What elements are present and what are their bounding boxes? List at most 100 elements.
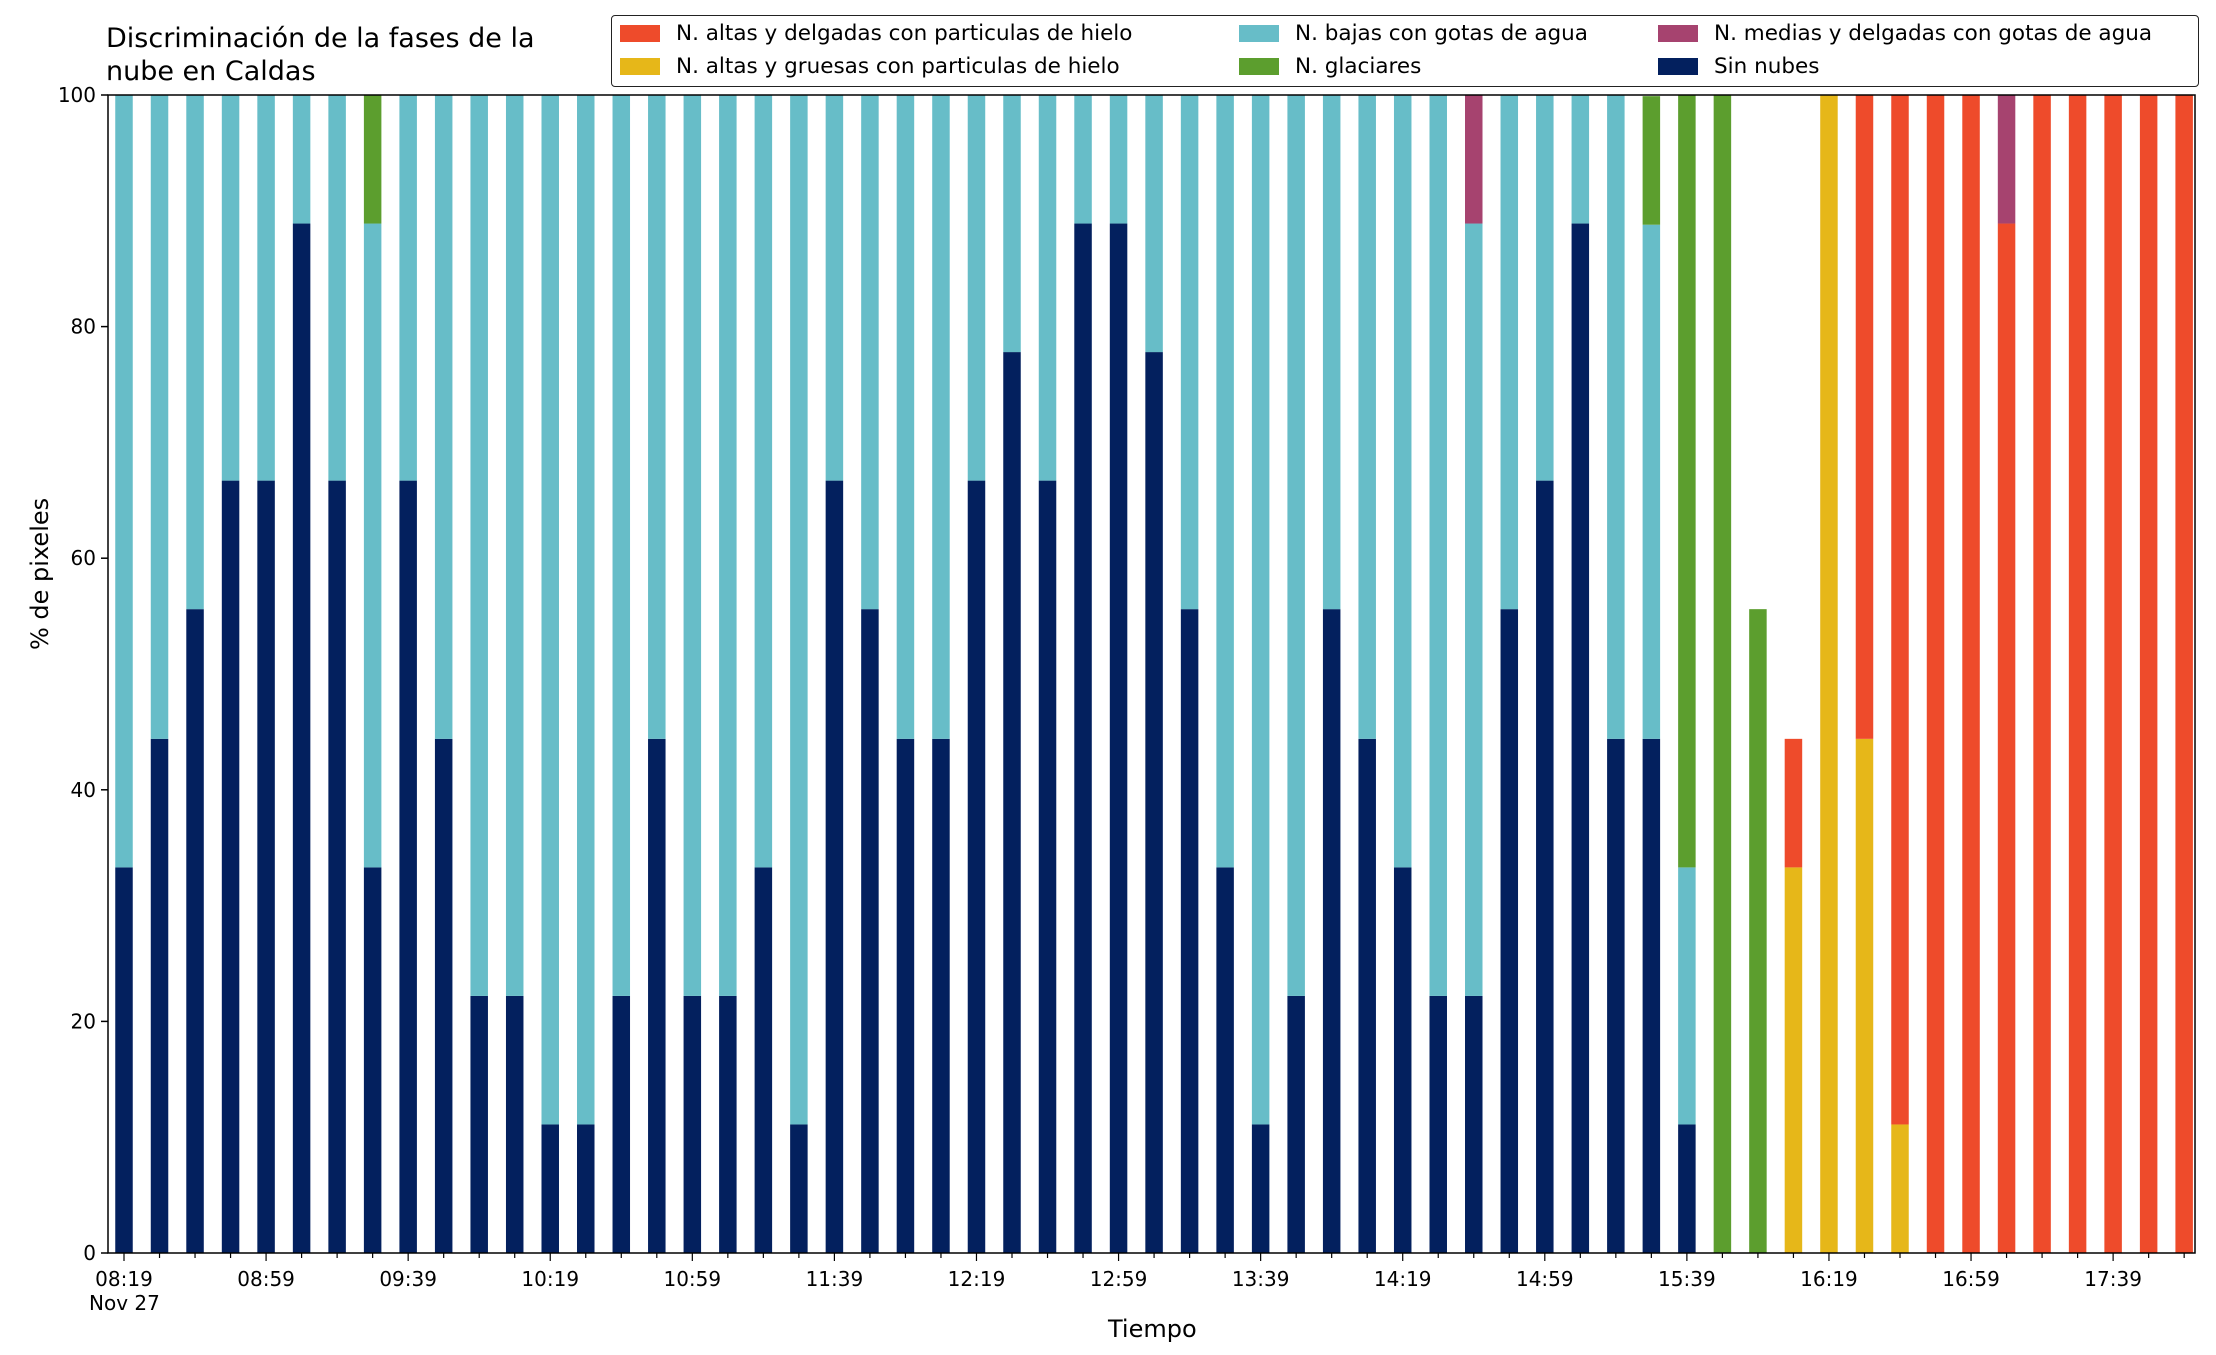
bar-segment	[683, 995, 702, 1253]
bar-segment	[861, 609, 879, 1253]
bar-segment	[1642, 224, 1661, 739]
bar-segment	[363, 867, 382, 1253]
bar-segment	[363, 95, 382, 224]
bar-segment	[115, 95, 133, 868]
x-tick-label: 09:39	[379, 1267, 437, 1291]
bar-segment	[754, 867, 773, 1253]
legend-swatch-glaciares	[1239, 58, 1279, 75]
legend-item-glaciares: N. glaciares	[1239, 54, 1421, 79]
bar-segment	[470, 95, 488, 996]
bar-segment	[150, 95, 169, 739]
bar-segment	[1926, 95, 1945, 1253]
bar-segment	[1003, 352, 1021, 1254]
bar-segment	[896, 95, 915, 739]
bar-segment	[1571, 95, 1590, 224]
bar-segment	[1145, 352, 1163, 1254]
legend-swatch-altas-gruesas	[620, 58, 660, 75]
x-tick-label: 16:59	[1942, 1267, 2000, 1291]
x-tick-label: 17:39	[2084, 1267, 2142, 1291]
legend-item-medias-delgadas: N. medias y delgadas con gotas de agua	[1658, 21, 2152, 46]
bar-segment	[754, 95, 773, 868]
legend-label-altas-delgadas: N. altas y delgadas con particulas de hi…	[676, 21, 1133, 46]
legend-swatch-medias-delgadas	[1658, 25, 1698, 42]
bar-segment	[932, 95, 950, 739]
bar-segment	[186, 95, 204, 610]
bar-segment	[1465, 995, 1483, 1253]
bar-segment	[1216, 95, 1234, 868]
plot-frame	[107, 94, 2196, 1254]
legend-swatch-sin-nubes	[1658, 58, 1698, 75]
bar-segment	[150, 738, 169, 1253]
bar-segment	[1642, 738, 1661, 1253]
bar-segment	[1038, 95, 1057, 481]
bar-segment	[1855, 738, 1874, 1253]
bar-segment	[1678, 867, 1696, 1125]
bar-segment	[505, 95, 524, 996]
bar-segment	[1784, 738, 1803, 868]
bar-segment	[1180, 95, 1199, 610]
bar-segment	[1145, 95, 1163, 353]
bar-segment	[1678, 95, 1696, 868]
bar-segment	[399, 95, 417, 481]
bar-segment	[1322, 609, 1341, 1253]
x-tick-label: 13:39	[1232, 1267, 1290, 1291]
bar-segment	[790, 95, 808, 1125]
y-tick-label: 100	[58, 83, 96, 107]
bar-segment	[1891, 1124, 1909, 1253]
bar-segment	[399, 480, 417, 1253]
bar-segment	[825, 480, 844, 1253]
x-axis-label: Tiempo	[1108, 1315, 1197, 1343]
bar-segment	[1358, 738, 1376, 1253]
bar-segment	[1500, 95, 1519, 610]
bar-segment	[825, 95, 844, 481]
bar-segment	[1642, 96, 1661, 225]
bar-segment	[1997, 95, 2016, 224]
bar-segment	[115, 867, 133, 1253]
bar-segment	[1109, 95, 1128, 224]
bar-segment	[2175, 95, 2193, 1253]
bar-segment	[1038, 480, 1057, 1253]
bar-segment	[1393, 867, 1412, 1253]
bar-segment	[505, 995, 524, 1253]
x-tick-label: 08:59	[237, 1267, 295, 1291]
bar-segment	[1216, 867, 1234, 1253]
bar-segment	[1429, 995, 1447, 1253]
bar-segment	[186, 609, 204, 1253]
legend-label-medias-delgadas: N. medias y delgadas con gotas de agua	[1714, 21, 2153, 46]
legend-label-bajas: N. bajas con gotas de agua	[1295, 21, 1588, 46]
bar-segment	[1855, 95, 1874, 739]
bar-segment	[719, 95, 737, 996]
bar-segment	[328, 480, 346, 1253]
bar-segment	[1358, 95, 1376, 739]
y-tick-label: 20	[71, 1009, 96, 1033]
bar-segment	[1074, 95, 1092, 224]
bar-segment	[363, 223, 382, 868]
legend-item-bajas: N. bajas con gotas de agua	[1239, 21, 1588, 46]
bar-segment	[1607, 738, 1625, 1253]
bar-segment	[1891, 95, 1909, 1125]
bar-segment	[2104, 95, 2122, 1253]
bar-segment	[648, 738, 666, 1253]
x-tick-label: Nov 27	[89, 1291, 160, 1315]
x-tick-label: 11:39	[806, 1267, 864, 1291]
bar-segment	[612, 95, 631, 996]
bar-segment	[577, 1124, 595, 1253]
bar-segment	[221, 480, 240, 1253]
y-tick-label: 40	[71, 778, 96, 802]
bar-segment	[719, 995, 737, 1253]
bar-segment	[328, 95, 346, 481]
bar-segment	[896, 738, 915, 1253]
bar-segment	[1784, 867, 1803, 1253]
bar-segment	[1536, 95, 1554, 481]
bar-segment	[861, 95, 879, 610]
legend-item-altas-delgadas: N. altas y delgadas con particulas de hi…	[620, 21, 1132, 46]
bar-segment	[1429, 95, 1447, 996]
bar-segment	[2033, 95, 2051, 1253]
y-tick-label: 80	[71, 315, 96, 339]
x-tick-label: 12:19	[948, 1267, 1006, 1291]
bar-segment	[434, 738, 453, 1253]
x-tick-label: 10:59	[663, 1267, 721, 1291]
bar-segment	[1003, 95, 1021, 353]
bar-segment	[612, 995, 631, 1253]
